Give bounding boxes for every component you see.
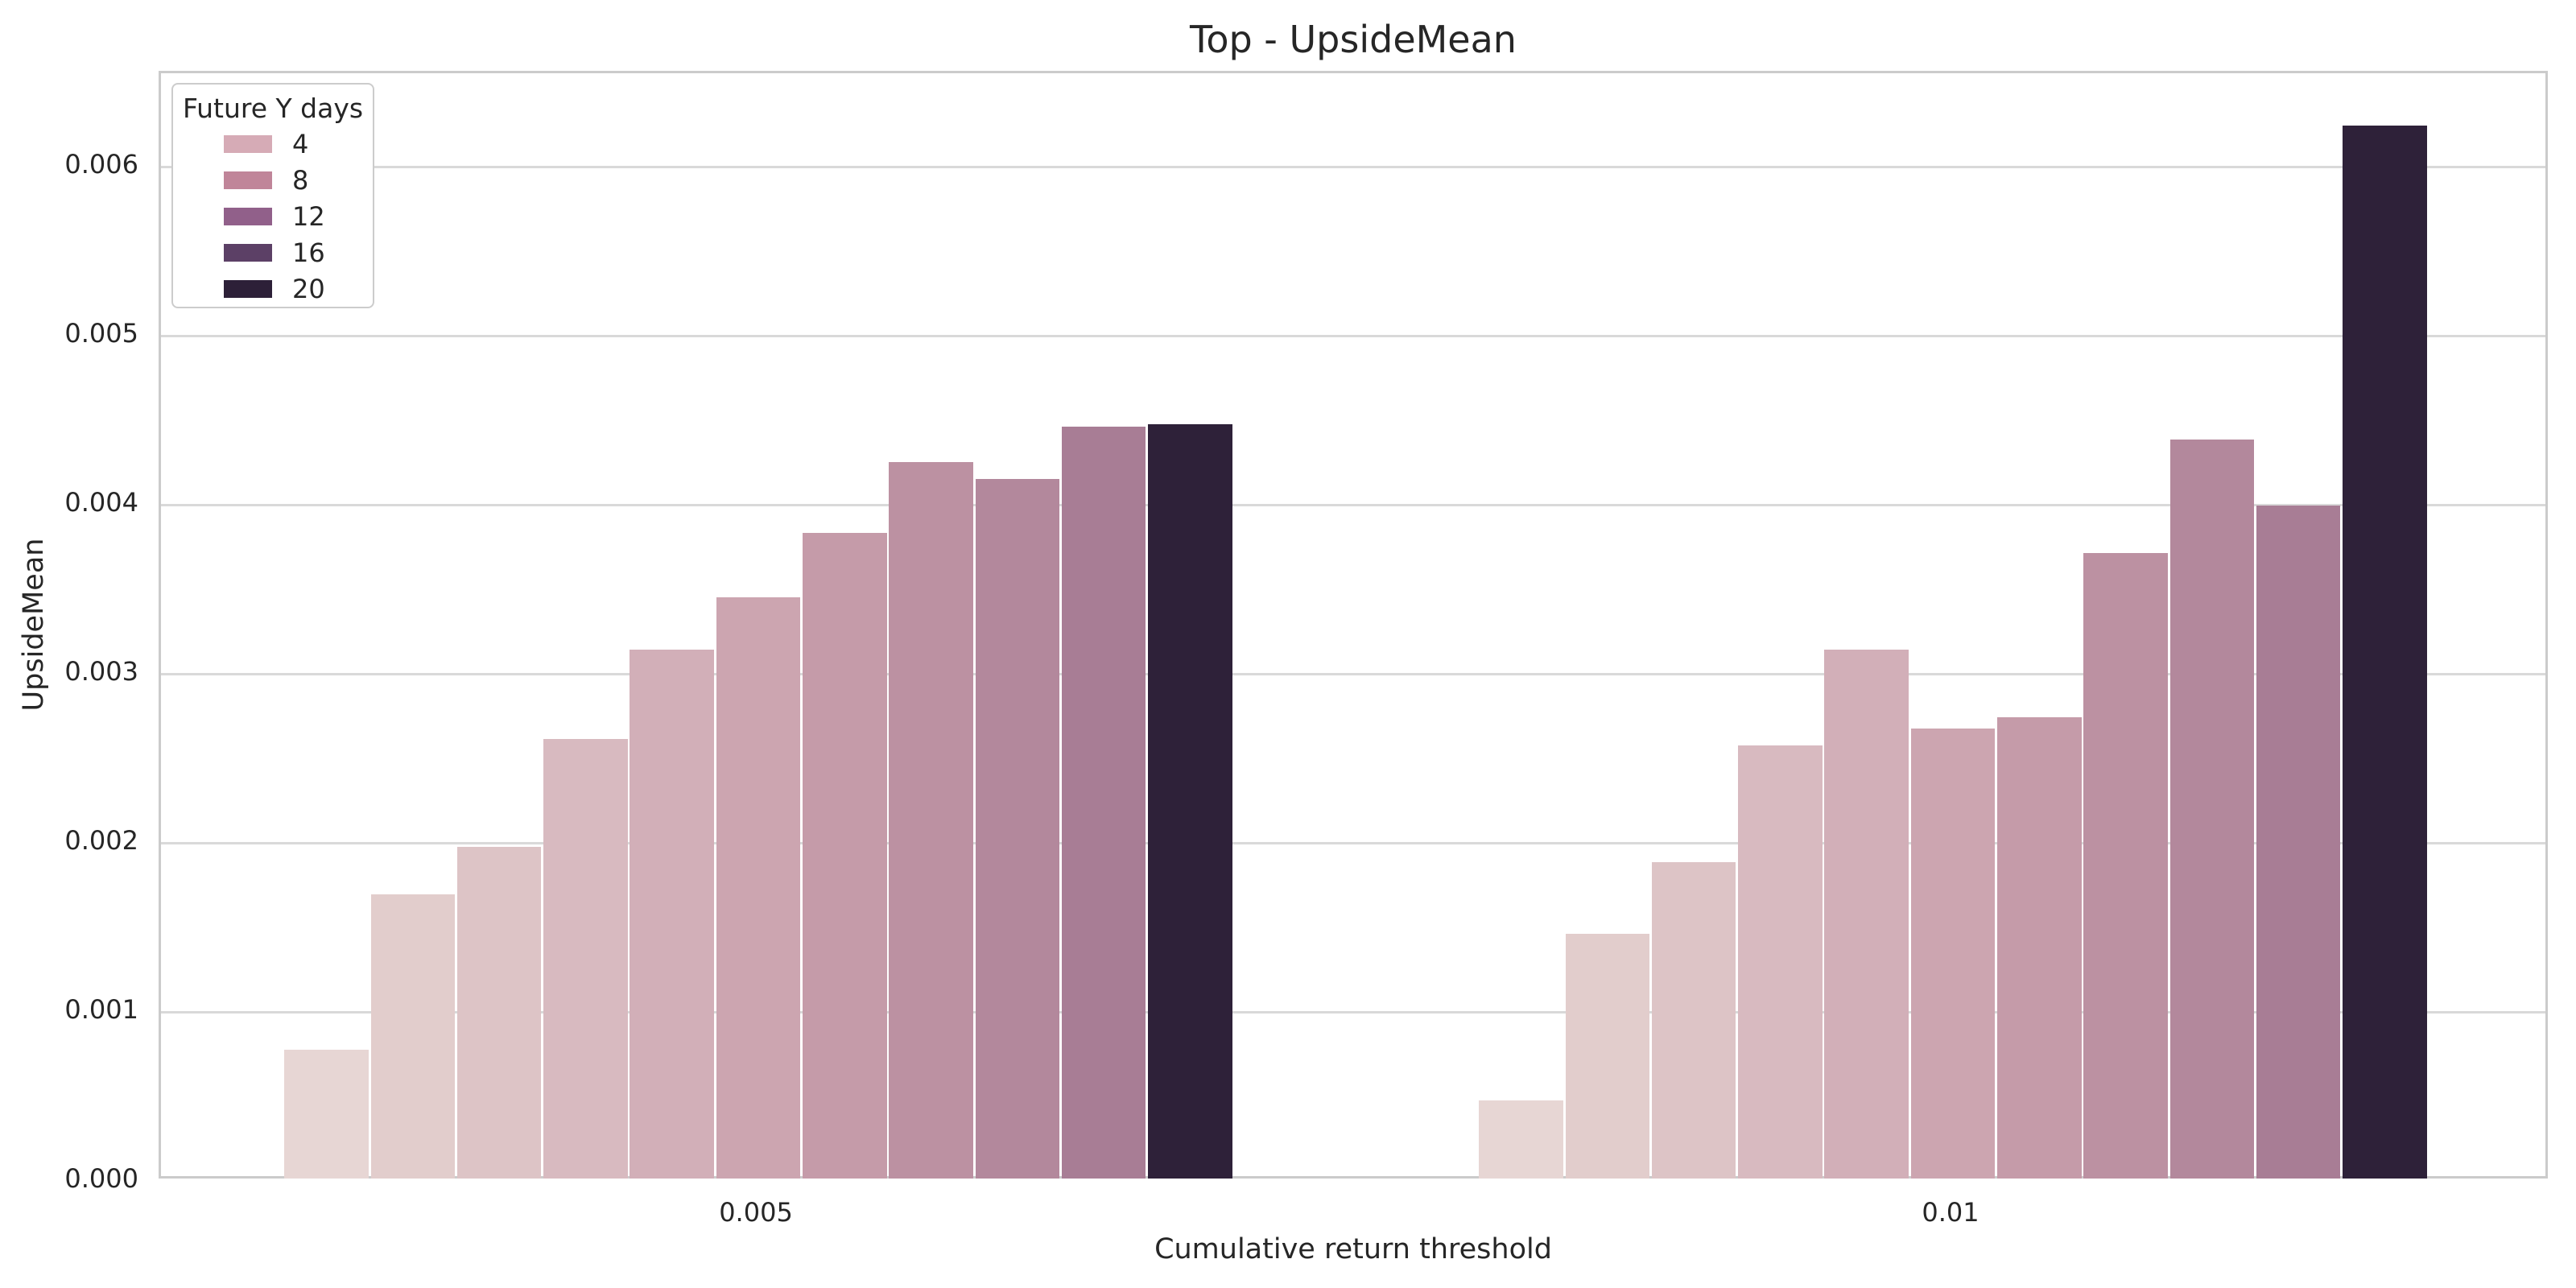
gridline-0.005 <box>161 334 2545 337</box>
bar-cat2-hue1 <box>1479 1100 1563 1179</box>
bar-cat1-hue2 <box>370 894 456 1179</box>
gridline-0.003 <box>161 672 2545 675</box>
legend-swatch-8 <box>224 171 272 189</box>
bar-cat1-hue7 <box>803 532 887 1179</box>
y-tick-label: 0.000 <box>64 1163 138 1194</box>
x-tick-label: 0.01 <box>1922 1197 1979 1228</box>
legend-title: Future Y days <box>182 93 364 124</box>
gridline-0.004 <box>161 503 2545 506</box>
bar-cat1-hue8 <box>889 461 973 1179</box>
bar-cat1-hue3 <box>456 847 542 1179</box>
legend-swatch-4 <box>224 135 272 153</box>
legend-label: 4 <box>292 129 309 159</box>
plot-area <box>159 71 2548 1179</box>
legend-entry-8: 8 <box>173 163 373 198</box>
bar-cat2-hue7 <box>1997 716 2082 1179</box>
gridline-0.002 <box>161 841 2545 844</box>
bar-cat2-hue3 <box>1651 862 1736 1179</box>
y-tick-label: 0.004 <box>64 487 138 518</box>
legend-entry-16: 16 <box>173 235 373 270</box>
bar-cat2-hue11 <box>2343 125 2427 1179</box>
bar-cat1-hue10 <box>1061 426 1146 1179</box>
bar-cat1-hue9 <box>975 478 1060 1179</box>
legend-label: 8 <box>292 165 309 196</box>
bar-cat1-hue1 <box>284 1050 369 1179</box>
legend-swatch-16 <box>224 244 272 262</box>
legend-label: 12 <box>292 201 325 232</box>
y-tick-label: 0.006 <box>64 149 138 180</box>
bar-cat2-hue6 <box>1910 729 1996 1179</box>
bar-cat1-hue11 <box>1148 424 1232 1179</box>
bar-cat2-hue8 <box>2083 553 2168 1179</box>
legend-entry-12: 12 <box>173 199 373 234</box>
bar-cat2-hue9 <box>2169 440 2255 1179</box>
legend: Future Y days 4 8 12 16 20 <box>171 83 374 308</box>
legend-swatch-12 <box>224 208 272 225</box>
y-tick-label: 0.003 <box>64 656 138 687</box>
bar-cat1-hue5 <box>630 649 714 1179</box>
bar-cat2-hue2 <box>1565 933 1650 1179</box>
legend-swatch-20 <box>224 280 272 298</box>
x-axis-label: Cumulative return threshold <box>1154 1233 1552 1265</box>
legend-label: 20 <box>292 274 325 304</box>
y-tick-label: 0.002 <box>64 825 138 856</box>
y-tick-label: 0.001 <box>64 994 138 1025</box>
gridline-0.001 <box>161 1010 2545 1013</box>
bar-cat2-hue5 <box>1824 649 1909 1179</box>
bar-cat1-hue4 <box>543 739 628 1179</box>
y-tick-label: 0.005 <box>64 318 138 349</box>
chart-title: Top - UpsideMean <box>1190 18 1517 61</box>
gridline-0.006 <box>161 165 2545 168</box>
legend-entry-20: 20 <box>173 271 373 307</box>
legend-label: 16 <box>292 237 325 268</box>
legend-entry-4: 4 <box>173 126 373 162</box>
bar-cat2-hue4 <box>1738 745 1823 1179</box>
bar-cat2-hue10 <box>2256 506 2341 1179</box>
x-tick-label: 0.005 <box>719 1197 793 1228</box>
bar-cat1-hue6 <box>716 597 801 1179</box>
